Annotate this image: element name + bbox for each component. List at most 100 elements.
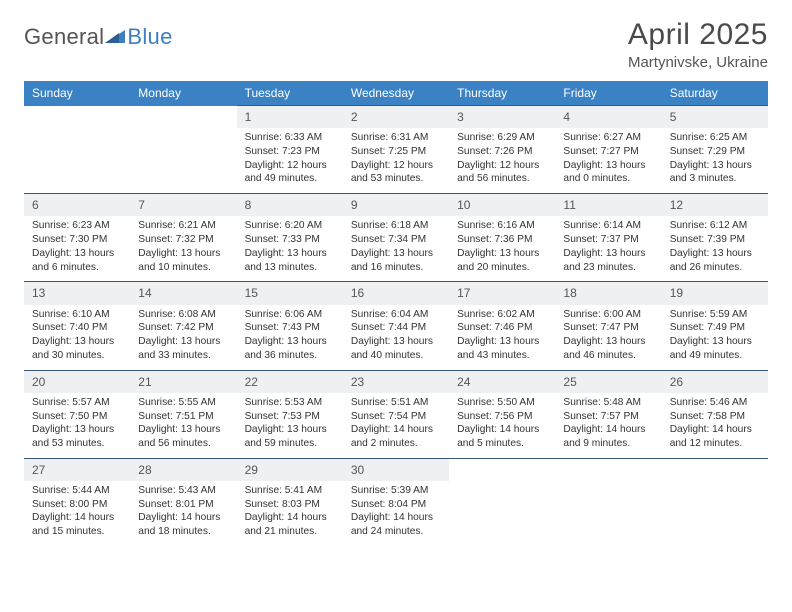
title-block: April 2025 Martynivske, Ukraine (628, 18, 768, 71)
sunrise-text: Sunrise: 5:44 AM (32, 484, 122, 498)
daylight-text: Daylight: 14 hours and 5 minutes. (457, 423, 547, 451)
day-number: 14 (138, 286, 151, 300)
week-number-row: 27282930 (24, 458, 768, 481)
day-body-cell: Sunrise: 5:57 AMSunset: 7:50 PMDaylight:… (24, 393, 130, 459)
day-body-cell (24, 128, 130, 194)
week-body-row: Sunrise: 6:10 AMSunset: 7:40 PMDaylight:… (24, 305, 768, 371)
day-body-cell: Sunrise: 5:48 AMSunset: 7:57 PMDaylight:… (555, 393, 661, 459)
dayhead-friday: Friday (555, 81, 661, 106)
sunrise-text: Sunrise: 6:16 AM (457, 219, 547, 233)
logo-triangle-icon (105, 27, 125, 48)
sunset-text: Sunset: 7:46 PM (457, 321, 547, 335)
day-number-cell (662, 458, 768, 481)
sunrise-text: Sunrise: 5:48 AM (563, 396, 653, 410)
day-number: 30 (351, 463, 364, 477)
calendar-page: General Blue April 2025 Martynivske, Ukr… (0, 0, 792, 612)
daylight-text: Daylight: 13 hours and 13 minutes. (245, 247, 335, 275)
dayhead-tuesday: Tuesday (237, 81, 343, 106)
sunrise-text: Sunrise: 6:04 AM (351, 308, 441, 322)
day-body-cell: Sunrise: 6:25 AMSunset: 7:29 PMDaylight:… (662, 128, 768, 194)
sunset-text: Sunset: 7:33 PM (245, 233, 335, 247)
logo-text-blue: Blue (127, 24, 172, 50)
sunset-text: Sunset: 7:57 PM (563, 410, 653, 424)
daylight-text: Daylight: 14 hours and 2 minutes. (351, 423, 441, 451)
sunset-text: Sunset: 7:43 PM (245, 321, 335, 335)
logo-text-general: General (24, 24, 104, 50)
day-number-cell: 22 (237, 370, 343, 393)
month-title: April 2025 (628, 18, 768, 52)
sunset-text: Sunset: 7:49 PM (670, 321, 760, 335)
sunrise-text: Sunrise: 6:23 AM (32, 219, 122, 233)
day-number-cell: 4 (555, 106, 661, 129)
sunset-text: Sunset: 7:50 PM (32, 410, 122, 424)
day-number: 15 (245, 286, 258, 300)
day-number: 19 (670, 286, 683, 300)
daylight-text: Daylight: 13 hours and 26 minutes. (670, 247, 760, 275)
sunrise-text: Sunrise: 5:59 AM (670, 308, 760, 322)
day-number: 17 (457, 286, 470, 300)
day-number-cell: 23 (343, 370, 449, 393)
day-number-cell: 10 (449, 194, 555, 217)
daylight-text: Daylight: 13 hours and 0 minutes. (563, 159, 653, 187)
day-number: 26 (670, 375, 683, 389)
sunrise-text: Sunrise: 6:18 AM (351, 219, 441, 233)
sunset-text: Sunset: 7:47 PM (563, 321, 653, 335)
day-number-cell: 24 (449, 370, 555, 393)
day-body-cell: Sunrise: 6:16 AMSunset: 7:36 PMDaylight:… (449, 216, 555, 282)
sunrise-text: Sunrise: 5:43 AM (138, 484, 228, 498)
daylight-text: Daylight: 13 hours and 30 minutes. (32, 335, 122, 363)
day-number: 16 (351, 286, 364, 300)
day-body-cell: Sunrise: 6:31 AMSunset: 7:25 PMDaylight:… (343, 128, 449, 194)
daylight-text: Daylight: 12 hours and 49 minutes. (245, 159, 335, 187)
day-body-cell: Sunrise: 5:44 AMSunset: 8:00 PMDaylight:… (24, 481, 130, 546)
day-number-cell: 16 (343, 282, 449, 305)
sunrise-text: Sunrise: 6:21 AM (138, 219, 228, 233)
day-body-cell: Sunrise: 6:21 AMSunset: 7:32 PMDaylight:… (130, 216, 236, 282)
daylight-text: Daylight: 14 hours and 9 minutes. (563, 423, 653, 451)
sunset-text: Sunset: 7:39 PM (670, 233, 760, 247)
day-number: 24 (457, 375, 470, 389)
day-body-cell: Sunrise: 6:02 AMSunset: 7:46 PMDaylight:… (449, 305, 555, 371)
sunset-text: Sunset: 7:36 PM (457, 233, 547, 247)
day-number: 13 (32, 286, 45, 300)
day-body-cell: Sunrise: 6:20 AMSunset: 7:33 PMDaylight:… (237, 216, 343, 282)
day-body-cell: Sunrise: 6:23 AMSunset: 7:30 PMDaylight:… (24, 216, 130, 282)
day-number-cell: 21 (130, 370, 236, 393)
sunrise-text: Sunrise: 5:39 AM (351, 484, 441, 498)
day-number-cell: 26 (662, 370, 768, 393)
sunrise-text: Sunrise: 5:57 AM (32, 396, 122, 410)
sunrise-text: Sunrise: 6:25 AM (670, 131, 760, 145)
sunset-text: Sunset: 7:25 PM (351, 145, 441, 159)
sunset-text: Sunset: 7:23 PM (245, 145, 335, 159)
daylight-text: Daylight: 13 hours and 16 minutes. (351, 247, 441, 275)
day-number-cell: 18 (555, 282, 661, 305)
sunset-text: Sunset: 7:56 PM (457, 410, 547, 424)
day-body-cell: Sunrise: 5:43 AMSunset: 8:01 PMDaylight:… (130, 481, 236, 546)
sunrise-text: Sunrise: 6:14 AM (563, 219, 653, 233)
day-number-cell (449, 458, 555, 481)
day-body-cell: Sunrise: 6:14 AMSunset: 7:37 PMDaylight:… (555, 216, 661, 282)
daylight-text: Daylight: 13 hours and 33 minutes. (138, 335, 228, 363)
sunset-text: Sunset: 7:29 PM (670, 145, 760, 159)
sunrise-text: Sunrise: 5:53 AM (245, 396, 335, 410)
day-number: 1 (245, 110, 252, 124)
day-number: 23 (351, 375, 364, 389)
week-body-row: Sunrise: 6:23 AMSunset: 7:30 PM Daylight:… (24, 216, 768, 282)
day-number-cell: 30 (343, 458, 449, 481)
day-number: 20 (32, 375, 45, 389)
sunset-text: Sunset: 7:30 PM (32, 233, 122, 247)
day-body-cell: Sunrise: 6:18 AMSunset: 7:34 PMDaylight:… (343, 216, 449, 282)
sunrise-text: Sunrise: 5:46 AM (670, 396, 760, 410)
day-number-cell: 14 (130, 282, 236, 305)
day-body-cell: Sunrise: 6:08 AMSunset: 7:42 PMDaylight:… (130, 305, 236, 371)
day-body-cell: Sunrise: 5:39 AMSunset: 8:04 PMDaylight:… (343, 481, 449, 546)
day-body-cell: Sunrise: 6:12 AMSunset: 7:39 PMDaylight:… (662, 216, 768, 282)
day-number: 8 (245, 198, 252, 212)
day-number-cell: 9 (343, 194, 449, 217)
dayhead-sunday: Sunday (24, 81, 130, 106)
sunrise-text: Sunrise: 6:27 AM (563, 131, 653, 145)
day-body-cell (555, 481, 661, 546)
sunset-text: Sunset: 7:27 PM (563, 145, 653, 159)
day-number: 6 (32, 198, 39, 212)
day-number: 7 (138, 198, 145, 212)
